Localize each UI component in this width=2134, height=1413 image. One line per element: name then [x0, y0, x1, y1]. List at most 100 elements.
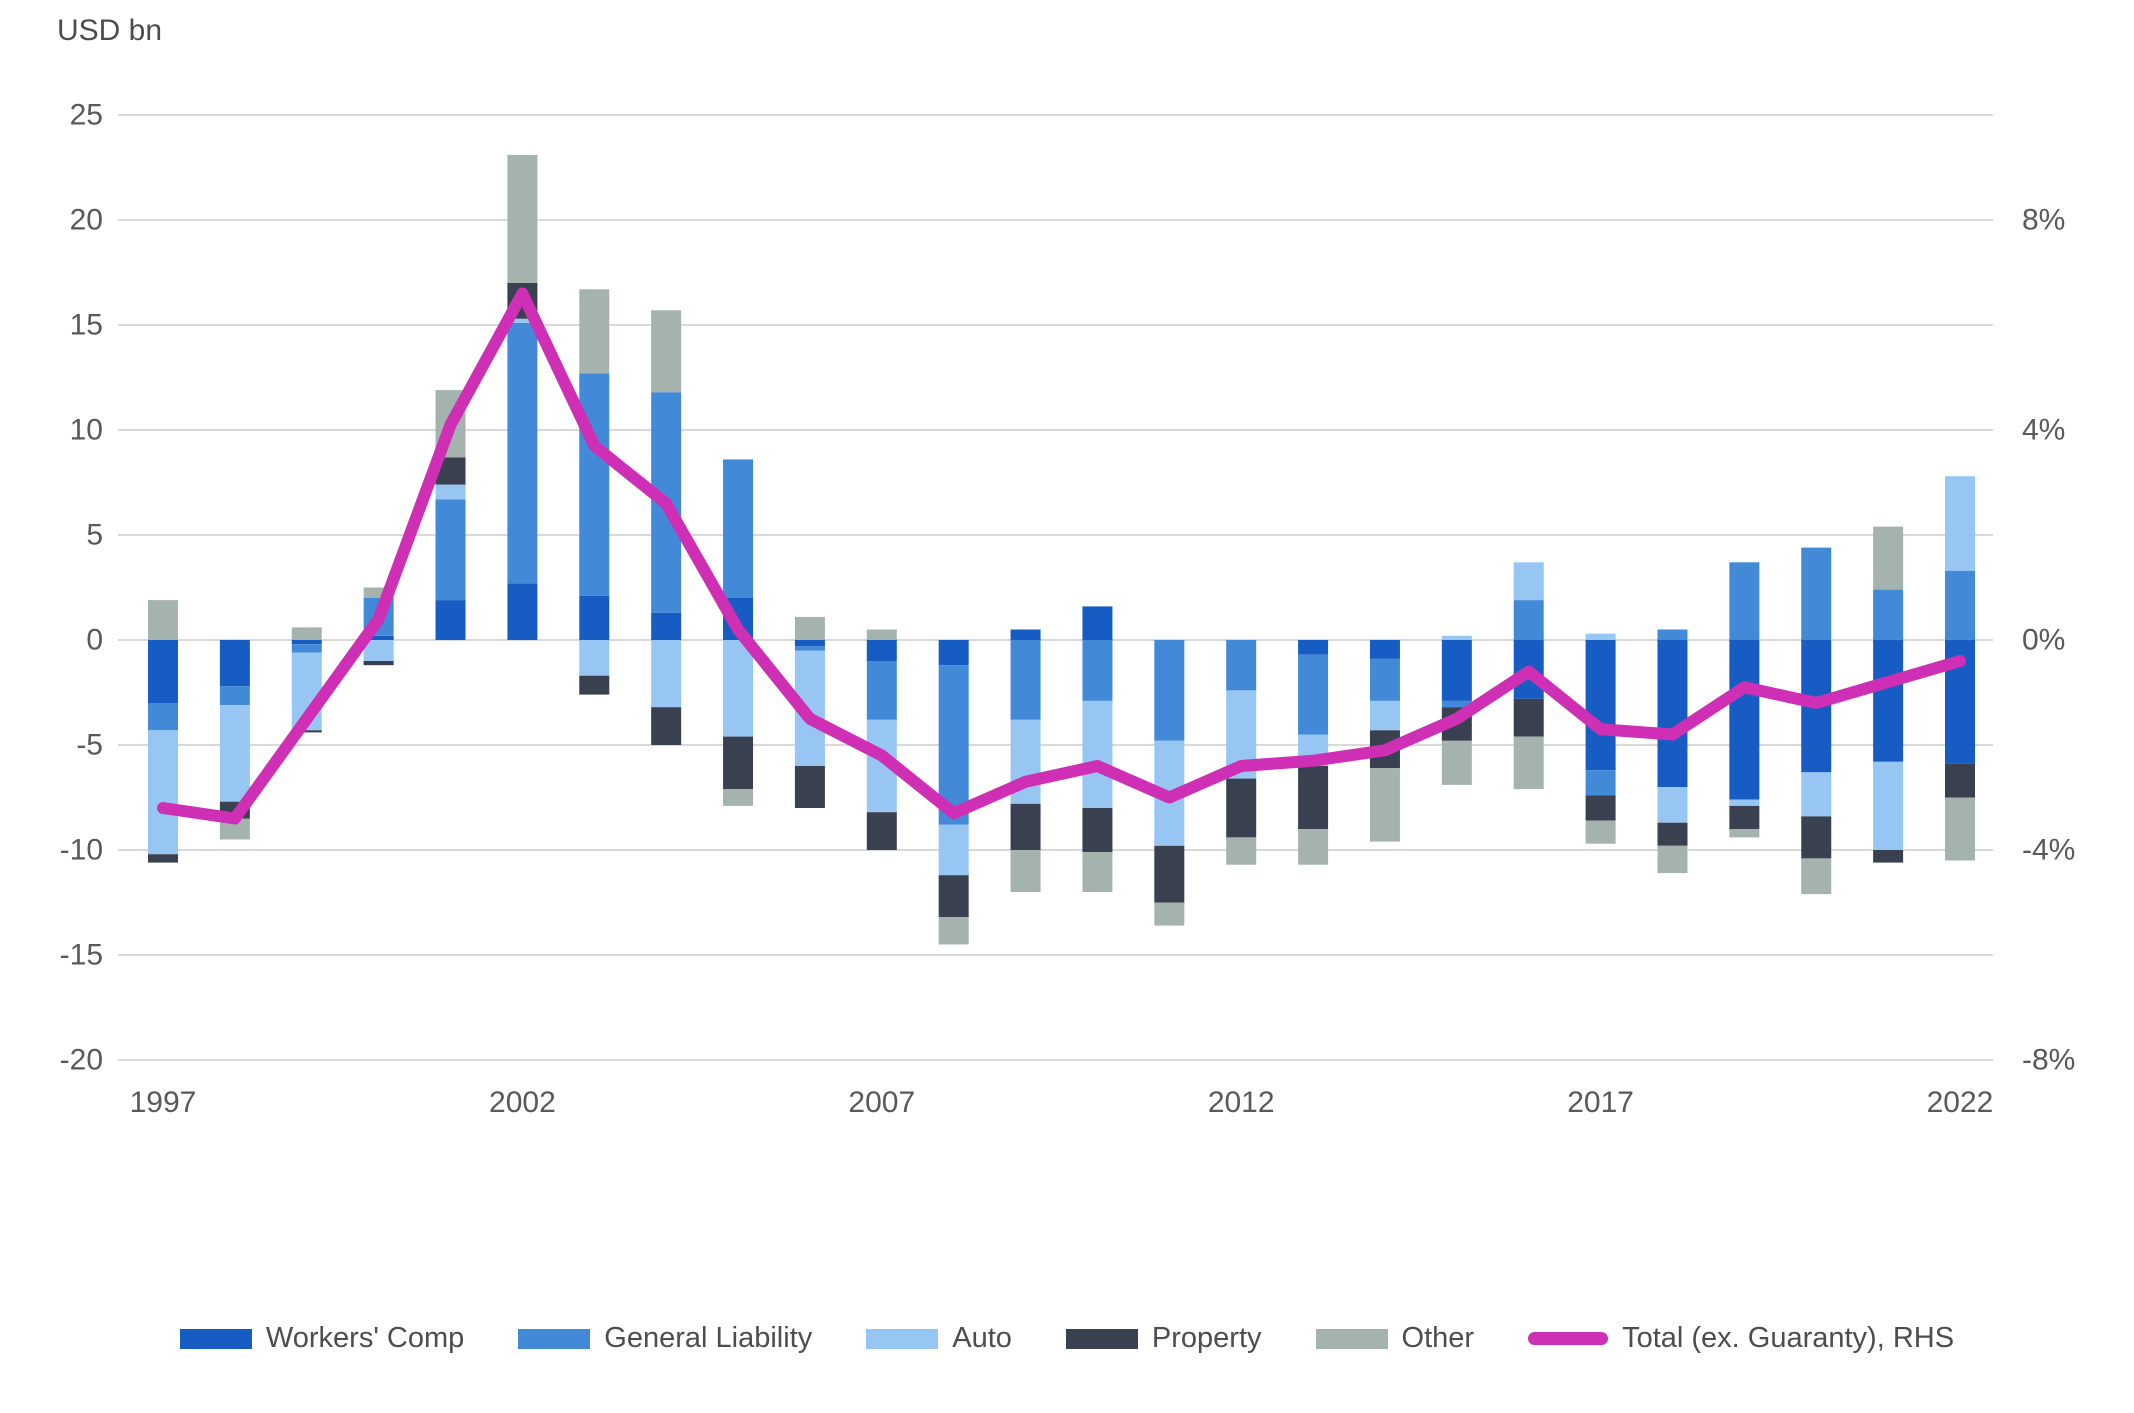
bar-segment — [866, 629, 897, 640]
bar-segment — [1945, 476, 1975, 571]
bar-segment — [938, 917, 969, 945]
bar-segment — [291, 627, 322, 640]
bar-segment — [1801, 858, 1832, 895]
x-tick-label: 2012 — [1208, 1086, 1275, 1119]
gridlines — [118, 114, 1993, 1061]
bar-segment — [1226, 778, 1257, 838]
x-tick-label: 2007 — [848, 1086, 915, 1119]
left-tick-label: 10 — [70, 414, 103, 447]
x-tick-label: 2022 — [1927, 1086, 1994, 1119]
bar-segment — [866, 812, 897, 850]
bar-segment — [1873, 589, 1904, 640]
bar-segment — [1369, 640, 1400, 659]
bar-segment — [1226, 837, 1257, 865]
bar-segment — [363, 587, 394, 598]
bar-segment — [291, 640, 322, 645]
bar-segment — [1082, 700, 1113, 808]
bar-segment — [1585, 820, 1616, 844]
legend-label: Total (ex. Guaranty), RHS — [1622, 1322, 1955, 1354]
legend-line-swatch — [1528, 1332, 1609, 1345]
x-axis-tick-labels: 1997 2002 2007 2012 2017 2022 — [130, 1086, 1994, 1119]
bar-segment — [1010, 803, 1041, 850]
bar-segment — [148, 854, 178, 863]
bar-segment — [651, 310, 682, 393]
bar-segment — [1513, 698, 1544, 737]
bar-segment — [1513, 736, 1544, 790]
legend-color-swatch — [179, 1328, 252, 1349]
bar-segment — [1729, 799, 1760, 806]
legend-label: Other — [1401, 1322, 1475, 1354]
bar-segment — [1298, 829, 1329, 865]
left-tick-label: -20 — [60, 1044, 103, 1077]
bar-segment — [1585, 640, 1616, 771]
left-tick-label: -15 — [60, 939, 103, 972]
bar-segment — [723, 736, 754, 790]
bar-segment — [1369, 700, 1400, 731]
bar-segment — [1945, 797, 1975, 861]
left-tick-label: 0 — [86, 624, 103, 657]
bar-segment — [1801, 816, 1832, 859]
bar-segment — [1729, 829, 1760, 838]
bar-segment — [1369, 658, 1400, 701]
bar-segment — [507, 318, 538, 323]
bar-segment — [1585, 795, 1616, 821]
bar-segment — [1010, 629, 1041, 640]
bar-segment — [579, 675, 610, 695]
left-tick-label: 5 — [86, 519, 103, 552]
x-tick-label: 2002 — [489, 1086, 556, 1119]
bar-segment — [1441, 700, 1472, 708]
bar-segment — [723, 789, 754, 806]
bar-segment — [1154, 902, 1185, 926]
bar-segment — [1657, 787, 1688, 823]
right-tick-label: 4% — [2022, 414, 2065, 447]
legend-color-swatch — [518, 1328, 591, 1349]
bar-segment — [938, 875, 969, 918]
bar-segment — [1298, 766, 1329, 829]
bar-segment — [794, 646, 825, 651]
bar-segment — [363, 640, 394, 661]
bar-segment — [1657, 845, 1688, 874]
legend-color-swatch — [1315, 1328, 1388, 1349]
bar-segment — [651, 640, 682, 708]
legend-item: Property — [1065, 1322, 1262, 1355]
bar-segment — [938, 640, 969, 666]
bar-segment — [1226, 640, 1257, 691]
bar-segment — [1082, 852, 1113, 892]
left-tick-label: 25 — [70, 99, 103, 132]
bar-segment — [1585, 770, 1616, 796]
bar-segment — [219, 686, 250, 706]
bar-segment — [219, 818, 250, 840]
bar-segment — [1082, 606, 1113, 640]
left-tick-label: 15 — [70, 309, 103, 342]
bar-segment — [1513, 600, 1544, 640]
right-axis-tick-labels: 8% 4% 0% -4% -8% — [2022, 204, 2075, 1077]
bar-segment — [866, 640, 897, 661]
bar-segment — [1657, 822, 1688, 846]
bar-segment — [291, 730, 322, 733]
total-line — [157, 287, 1966, 825]
bar-segment — [1369, 768, 1400, 842]
legend-color-swatch — [1065, 1328, 1138, 1349]
bar-segment — [1585, 633, 1616, 640]
legend-label: General Liability — [604, 1322, 813, 1354]
bar-segment — [1801, 547, 1832, 640]
left-tick-label: -10 — [60, 834, 103, 867]
bar-segment — [291, 644, 322, 653]
bar-segment — [651, 707, 682, 745]
bar-segment — [219, 640, 250, 687]
bar-series — [148, 154, 1975, 945]
bar-segment — [435, 484, 466, 500]
right-tick-label: -4% — [2022, 834, 2075, 867]
right-tick-label: 8% — [2022, 204, 2065, 237]
bar-segment — [723, 459, 754, 598]
bar-segment — [1298, 640, 1329, 655]
legend-label: Workers' Comp — [265, 1322, 465, 1354]
right-tick-label: -8% — [2022, 1044, 2075, 1077]
legend-color-swatch — [866, 1328, 939, 1349]
bar-segment — [1729, 805, 1760, 829]
bar-segment — [507, 322, 538, 584]
bar-segment — [794, 766, 825, 808]
bar-segment — [219, 705, 250, 802]
bar-segment — [1082, 640, 1113, 701]
